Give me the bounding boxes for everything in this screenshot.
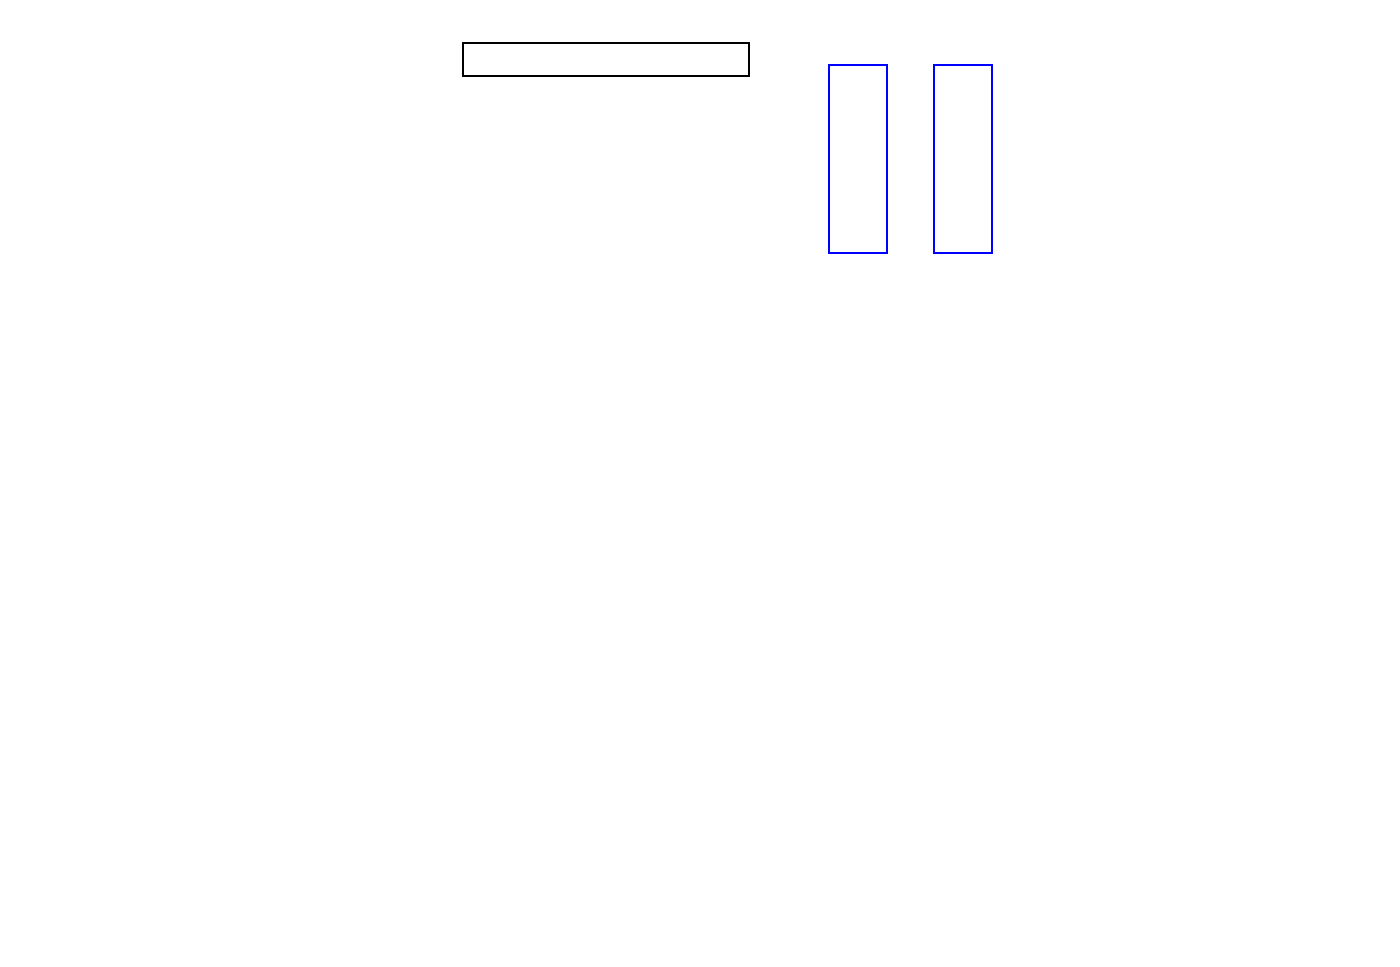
footer-note [68, 875, 84, 967]
decals-header [68, 483, 85, 515]
